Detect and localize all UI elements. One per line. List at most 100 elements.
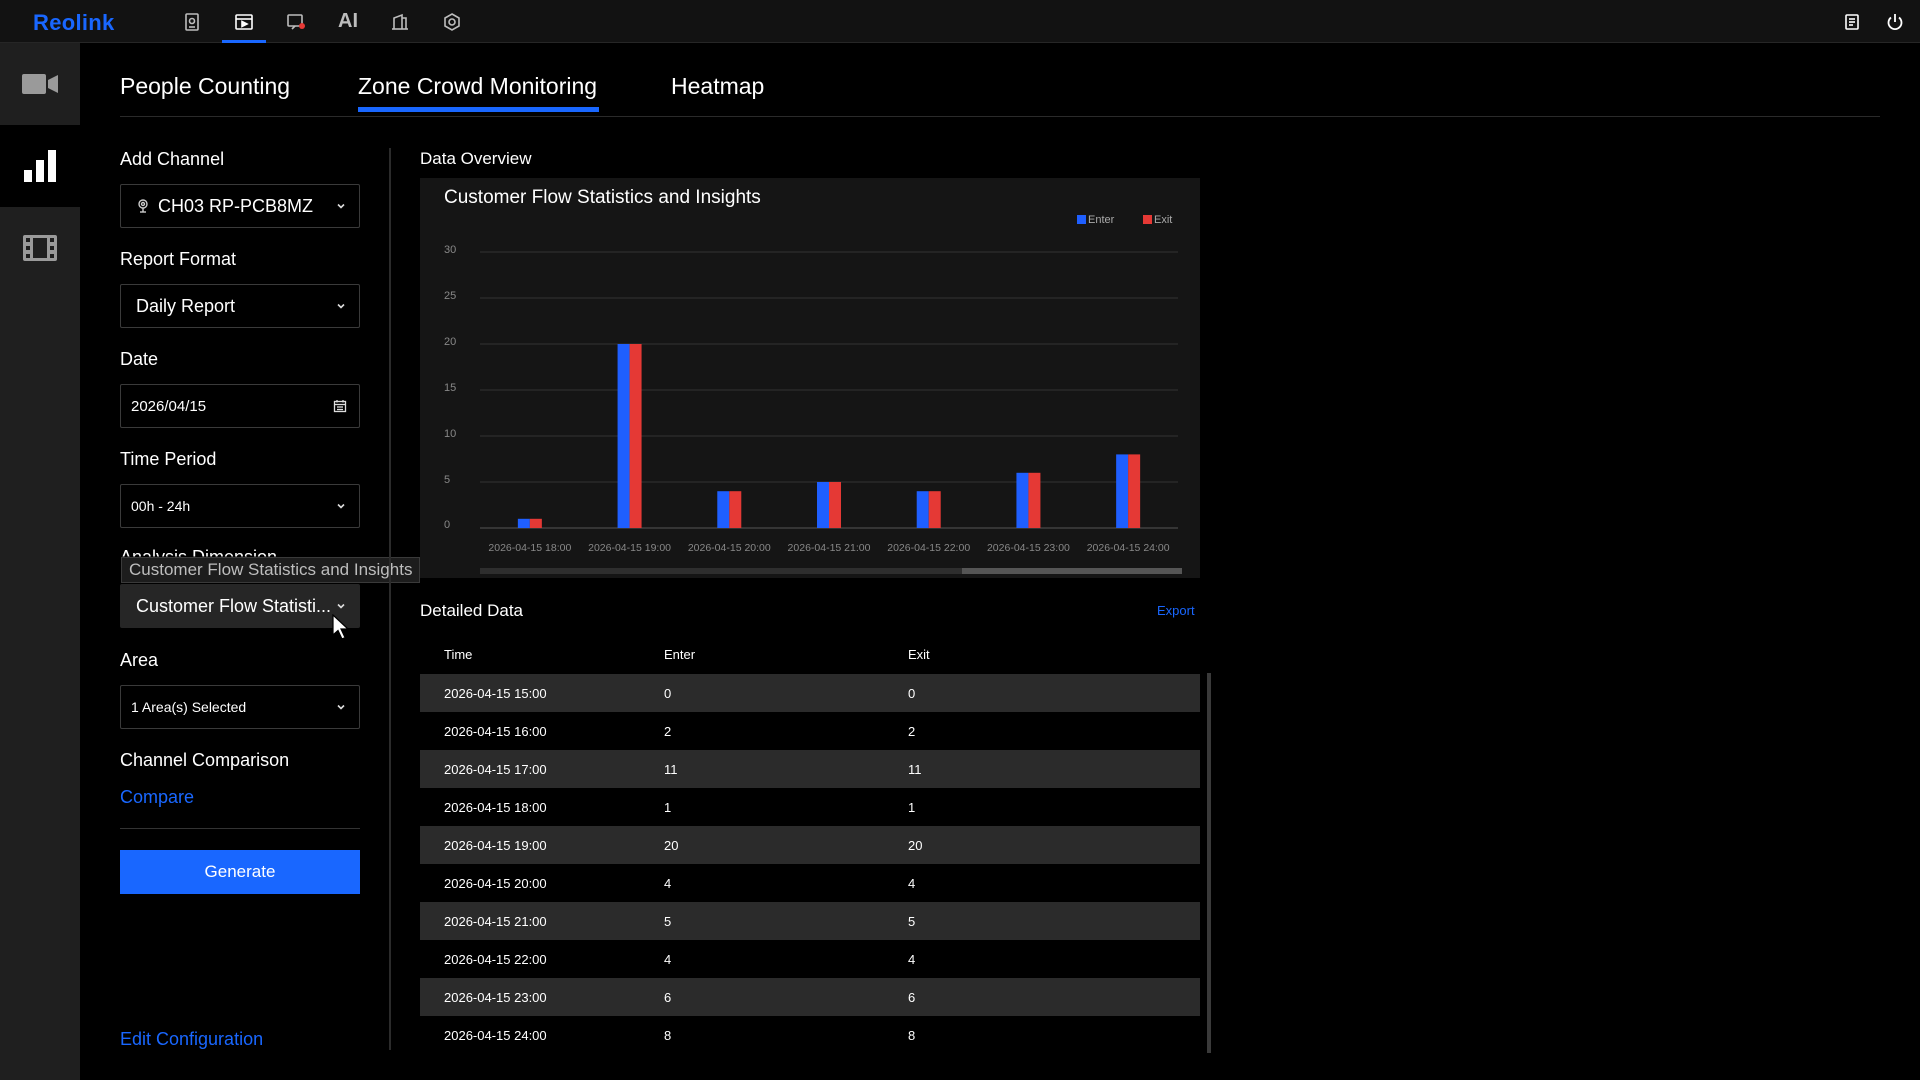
panel-divider [389, 148, 391, 1050]
table-row: 2026-04-15 21:00 5 5 [420, 902, 1200, 940]
channel-select[interactable]: CH03 RP-PCB8MZ [120, 184, 360, 228]
analysis-dimension-select[interactable]: Customer Flow Statisti... [120, 584, 360, 628]
time-period-label: Time Period [120, 449, 217, 469]
bar-enter [617, 344, 630, 528]
data-overview-title: Data Overview [420, 149, 532, 168]
bar-enter [717, 491, 730, 528]
clips-icon[interactable] [0, 207, 80, 289]
device-icon[interactable] [378, 0, 422, 43]
channel-value: CH03 RP-PCB8MZ [158, 195, 314, 216]
chevron-down-icon [337, 704, 345, 710]
table-scrollbar[interactable] [1207, 673, 1211, 1053]
playback-icon[interactable] [222, 0, 266, 43]
report-format-select[interactable]: Daily Report [120, 284, 360, 328]
event-icon[interactable] [274, 0, 318, 43]
cell-exit: 6 [908, 989, 916, 1005]
table-body: 2026-04-15 15:00 0 0 2026-04-15 16:00 2 2 2026… [420, 674, 1200, 1054]
cell-time: 2026-04-15 24:00 [444, 1027, 547, 1043]
bar-exit [1128, 454, 1141, 528]
x-tick-label: 2026-04-15 24:00 [1087, 542, 1170, 554]
y-tick-label: 5 [444, 474, 450, 486]
cell-enter: 11 [664, 761, 678, 777]
customer-flow-chart: Customer Flow Statistics and Insights Ent… [444, 187, 1182, 574]
bar-exit [928, 491, 941, 528]
x-tick-label: 2026-04-15 19:00 [588, 542, 671, 554]
compare-link[interactable]: Compare [120, 787, 195, 807]
bar-enter [817, 482, 829, 528]
cell-exit: 11 [908, 761, 922, 777]
cell-enter: 0 [664, 685, 672, 701]
column-header-enter: Enter [664, 646, 696, 662]
edit-configuration-link[interactable]: Edit Configuration [120, 1029, 264, 1049]
cell-enter: 2 [664, 723, 672, 739]
add-channel-label: Add Channel [120, 149, 225, 169]
detailed-data-title: Detailed Data [420, 601, 524, 620]
detailed-data-table: Time Enter Exit 2026-04-15 15:00 0 0 2026-0… [420, 634, 1200, 1054]
reolink-logo: Reolink [33, 10, 115, 35]
area-select[interactable]: 1 Area(s) Selected [120, 685, 360, 729]
table-row: 2026-04-15 18:00 1 1 [420, 788, 1200, 826]
x-tick-label: 2026-04-15 21:00 [788, 542, 871, 554]
column-header-time: Time [444, 646, 473, 662]
tab-people-counting[interactable]: People Counting [120, 73, 291, 99]
bar-enter [517, 518, 530, 528]
bar-enter [916, 491, 929, 528]
y-tick-label: 10 [444, 428, 456, 440]
ai-icon[interactable]: AI [338, 10, 358, 32]
legend-label-exit: Exit [1154, 214, 1172, 226]
cell-enter: 8 [664, 1027, 672, 1043]
chart-scroll-thumb[interactable] [962, 568, 1182, 574]
cell-exit: 4 [908, 951, 916, 967]
table-row: 2026-04-15 19:00 20 20 [420, 826, 1200, 864]
tab-heatmap[interactable]: Heatmap [671, 73, 765, 99]
chevron-down-icon [337, 203, 345, 209]
x-tick-label: 2026-04-15 22:00 [887, 542, 970, 554]
cell-time: 2026-04-15 15:00 [444, 685, 547, 701]
bar-enter [1016, 472, 1029, 528]
notes-icon[interactable] [1830, 0, 1874, 43]
export-link[interactable]: Export [1157, 603, 1195, 618]
settings-icon[interactable] [430, 0, 474, 43]
area-label: Area [120, 650, 159, 670]
cell-exit: 5 [908, 913, 916, 929]
left-rail [0, 43, 80, 1080]
y-tick-label: 0 [444, 519, 450, 531]
generate-button[interactable]: Generate [120, 850, 360, 894]
chart-title: Customer Flow Statistics and Insights [444, 187, 761, 208]
bar-exit [629, 344, 642, 528]
time-period-select[interactable]: 00h - 24h [120, 484, 360, 528]
bar-exit [729, 491, 742, 528]
bar-exit [529, 518, 542, 528]
cell-time: 2026-04-15 18:00 [444, 799, 547, 815]
top-bar: Reolink AI [0, 0, 1920, 43]
calendar-icon[interactable] [333, 399, 347, 413]
live-view-icon[interactable] [170, 0, 214, 43]
date-input[interactable]: 2026/04/15 [120, 384, 360, 428]
legend-label-enter: Enter [1088, 214, 1115, 226]
table-row: 2026-04-15 22:00 4 4 [420, 940, 1200, 978]
cell-exit: 4 [908, 875, 916, 891]
cell-exit: 20 [908, 837, 923, 853]
column-header-exit: Exit [908, 646, 930, 662]
bar-exit [829, 482, 841, 528]
date-label: Date [120, 349, 159, 369]
analytics-icon[interactable] [0, 125, 80, 207]
channel-comparison-label: Channel Comparison [120, 750, 290, 770]
chevron-down-icon [337, 503, 345, 509]
legend-swatch-enter [1077, 215, 1086, 224]
report-format-value: Daily Report [136, 295, 236, 316]
cell-enter: 4 [664, 951, 672, 967]
report-format-label: Report Format [120, 249, 237, 269]
chevron-down-icon [337, 603, 345, 609]
camera-icon[interactable] [0, 43, 80, 125]
cell-enter: 1 [664, 799, 672, 815]
cell-enter: 20 [664, 837, 679, 853]
camera-pin-icon [138, 199, 148, 213]
cell-enter: 6 [664, 989, 672, 1005]
cell-exit: 2 [908, 723, 916, 739]
cell-time: 2026-04-15 16:00 [444, 723, 547, 739]
date-value: 2026/04/15 [131, 397, 207, 415]
tab-zone-crowd-monitoring[interactable]: Zone Crowd Monitoring [358, 73, 600, 112]
y-tick-label: 20 [444, 336, 456, 348]
power-icon[interactable] [1873, 0, 1917, 43]
